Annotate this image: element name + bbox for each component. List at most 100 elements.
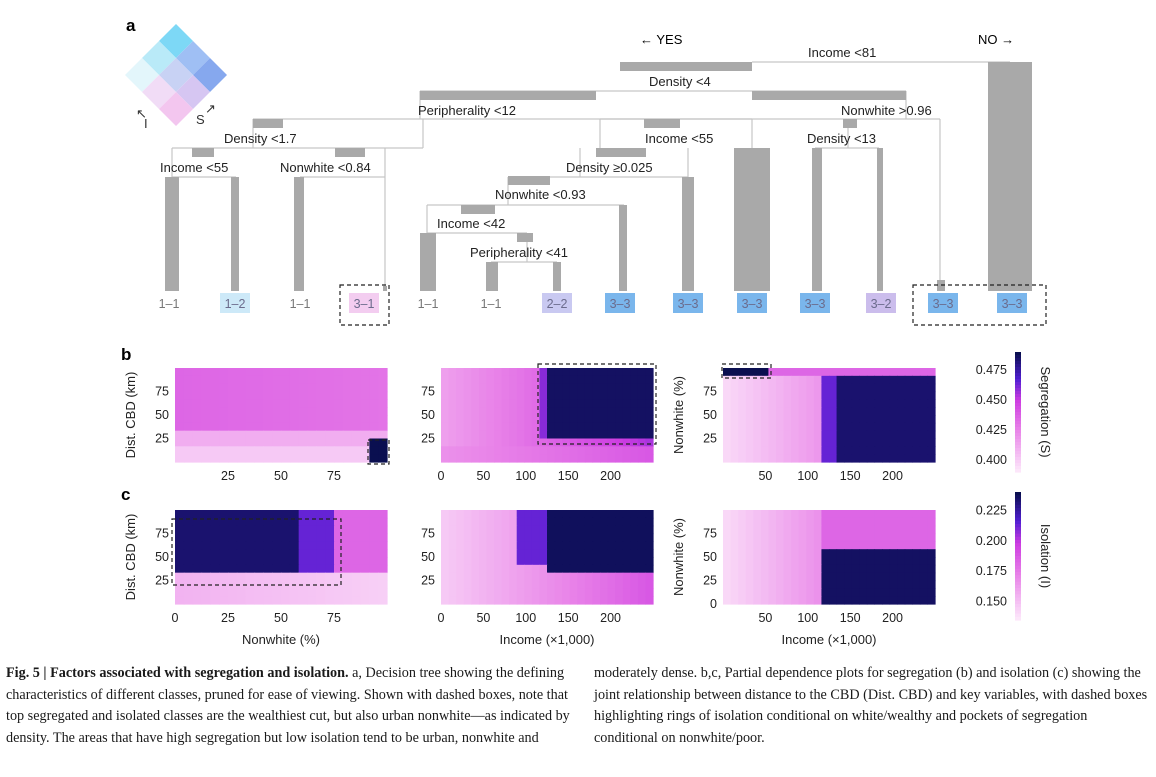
heatmap-cell xyxy=(471,525,480,535)
heatmap-cell xyxy=(307,596,317,605)
heatmap-cell xyxy=(254,383,264,393)
heatmap-cell xyxy=(569,517,578,527)
colorbar-step xyxy=(1015,376,1021,380)
heatmap-cell xyxy=(723,572,732,582)
heatmap-cell xyxy=(281,525,291,535)
tree-split-label: Income <42 xyxy=(437,216,505,231)
heatmap-cell xyxy=(897,391,906,400)
heatmap-cell xyxy=(210,549,220,558)
heatmap-cell xyxy=(600,596,609,605)
heatmap-cell xyxy=(645,549,654,558)
heatmap-cell xyxy=(263,564,273,574)
heatmap-cell xyxy=(524,541,533,550)
heatmap-cell xyxy=(509,422,518,432)
heatmap-cell xyxy=(351,399,362,408)
heatmap-cell xyxy=(183,517,194,527)
heatmap-cell xyxy=(768,368,777,377)
heatmap-cell xyxy=(889,375,898,385)
heatmap-cell xyxy=(859,564,868,574)
heatmap-cell xyxy=(904,391,913,400)
heatmap-cell xyxy=(806,454,815,463)
heatmap-cell xyxy=(369,407,379,416)
heatmap-cell xyxy=(569,391,578,400)
heatmap-cell xyxy=(829,368,838,377)
heatmap-cell xyxy=(501,510,510,519)
colorbar-step xyxy=(1015,436,1021,440)
heatmap-cell xyxy=(463,430,472,440)
no-label: NO → xyxy=(978,32,1014,47)
heatmap-cell xyxy=(615,517,624,527)
colorbar-tick: 0.450 xyxy=(976,393,1007,407)
heatmap-cell xyxy=(745,596,754,605)
heatmap-cell xyxy=(471,391,480,400)
heatmap-cell xyxy=(753,446,762,455)
heatmap-cell xyxy=(584,517,594,527)
heatmap-cell xyxy=(821,510,830,519)
heatmap-cell xyxy=(562,383,571,393)
tree-node-bar xyxy=(420,91,596,100)
heatmap-cell xyxy=(471,454,480,463)
heatmap-cell xyxy=(219,391,229,400)
heatmap-cell xyxy=(645,541,654,550)
tree-node-bar xyxy=(335,148,365,157)
heatmap-cell xyxy=(600,391,609,400)
heatmap-cell xyxy=(882,541,891,550)
heatmap-cell xyxy=(236,517,247,527)
heatmap-cell xyxy=(645,399,654,408)
heatmap-cell xyxy=(245,557,256,566)
heatmap-cell xyxy=(219,422,229,432)
heatmap-cell xyxy=(463,438,472,447)
x-tick-label: 200 xyxy=(882,469,903,483)
heatmap-cell xyxy=(531,564,541,574)
heatmap-cell xyxy=(210,430,220,440)
legend-s-label: S xyxy=(196,112,205,127)
heatmap-cell xyxy=(448,588,457,597)
heatmap-cell xyxy=(281,430,291,440)
heatmap-cell xyxy=(334,541,344,550)
heatmap-cell xyxy=(524,446,533,455)
heatmap-cell xyxy=(325,517,335,527)
heatmap-cell xyxy=(448,510,457,519)
heatmap-cell xyxy=(723,391,732,400)
x-tick-label: 150 xyxy=(840,469,861,483)
heatmap-cell xyxy=(562,596,571,605)
heatmap-cell xyxy=(236,572,247,582)
heatmap-cell xyxy=(263,454,273,463)
heatmap-cell xyxy=(607,510,616,519)
heatmap-cell xyxy=(584,541,594,550)
heatmap-cell xyxy=(637,422,647,432)
heatmap-cell xyxy=(494,580,503,589)
heatmap-cell xyxy=(281,572,291,582)
heatmap-cell xyxy=(927,541,936,550)
heatmap-cell xyxy=(334,533,344,542)
heatmap-cell xyxy=(859,557,868,566)
heatmap-cell xyxy=(776,572,785,582)
heatmap-cell xyxy=(904,438,913,447)
heatmap-cell xyxy=(730,399,739,408)
heatmap-cell xyxy=(494,399,503,408)
tree-node-bar xyxy=(383,286,387,291)
heatmap-cell xyxy=(509,510,518,519)
heatmap-cell xyxy=(494,383,503,393)
heatmap-cell xyxy=(378,588,388,597)
heatmap-cell xyxy=(369,549,379,558)
colorbar-step xyxy=(1015,424,1021,428)
heatmap-cell xyxy=(607,525,616,535)
heatmap-cell xyxy=(615,525,624,535)
heatmap-cell xyxy=(730,580,739,589)
heatmap-cell xyxy=(554,510,563,519)
heatmap-cell xyxy=(201,446,211,455)
heatmap-cell xyxy=(236,430,247,440)
x-tick-label: 0 xyxy=(438,611,445,625)
heatmap-cell xyxy=(919,430,929,440)
heatmap-cell xyxy=(874,525,883,535)
heatmap-cell xyxy=(798,517,807,527)
heatmap-cell xyxy=(813,517,823,527)
heatmap-cell xyxy=(859,454,868,463)
heatmap-cell xyxy=(866,422,876,432)
heatmap-cell xyxy=(245,510,256,519)
heatmap-cell xyxy=(866,368,876,377)
leaf-class-label: 3–3 xyxy=(678,297,699,311)
heatmap-cell xyxy=(547,510,556,519)
heatmap-cell xyxy=(760,454,770,463)
